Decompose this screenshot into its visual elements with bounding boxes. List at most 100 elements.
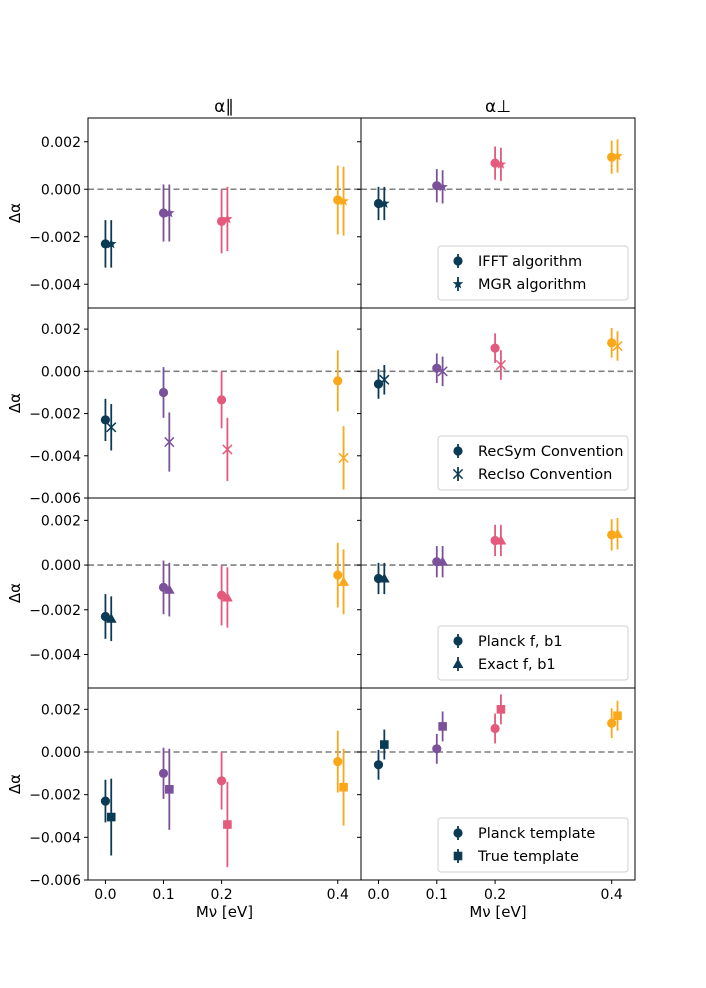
y-tick-label: 0.002	[41, 513, 81, 529]
y-tick-label: 0.002	[41, 322, 81, 338]
data-point-s2-p4	[338, 452, 349, 464]
data-point-s2-p1	[378, 573, 390, 583]
data-point-s1-p1	[100, 239, 111, 249]
legend: RecSym Convention RecIso Convention	[437, 435, 629, 491]
legend: IFFT algorithm MGR algorithm	[437, 245, 629, 301]
data-point-s1-p4	[333, 757, 343, 767]
x-tick-label: 0.2	[210, 887, 232, 903]
data-point-s2-p3	[222, 213, 233, 224]
data-point-s2-p4	[339, 782, 348, 792]
legend-label-2: RecIso Convention	[478, 467, 612, 483]
legend-label-2: Exact f, b1	[478, 657, 556, 673]
data-point-s2-p3	[495, 359, 507, 371]
legend-marker-2	[452, 278, 464, 289]
panel-r2-c1: −0.006 −0.004 −0.002 0.000 0.002 Δα	[6, 307, 362, 507]
data-point-s2-p3	[495, 158, 507, 169]
y-tick-label: 0.000	[41, 558, 81, 574]
data-point-s2-p3	[495, 535, 507, 545]
panel-r1-c2: IFFT algorithm MGR algorithm	[357, 117, 636, 309]
y-axis-label: Δα	[6, 583, 24, 603]
data-point-s1-p3	[216, 776, 227, 786]
y-tick-label: 0.000	[41, 182, 81, 198]
y-tick-label: 0.000	[41, 364, 81, 380]
legend-marker-1	[453, 828, 463, 838]
y-tick-label: −0.002	[29, 230, 81, 246]
y-axis-label: Δα	[6, 774, 24, 794]
y-tick-label: −0.002	[29, 407, 81, 423]
legend-box	[437, 817, 629, 873]
legend-marker-2	[453, 851, 463, 861]
panel-frame	[360, 687, 636, 881]
data-point-s1-p1	[373, 760, 384, 770]
data-point-s1-p1	[100, 415, 111, 425]
column-title-perpendicular: α⊥	[485, 97, 511, 117]
data-point-s1-p2	[432, 744, 442, 754]
legend-box	[437, 245, 629, 301]
data-point-s1-p2	[158, 387, 169, 398]
data-point-s2-p4	[338, 195, 349, 206]
data-point-s2-p1	[105, 238, 117, 249]
x-tick-label: 0.1	[426, 887, 448, 903]
data-point-s2-p2	[437, 181, 448, 192]
legend-box	[437, 435, 629, 491]
data-point-s2-p3	[222, 444, 233, 455]
panel-r4-c2: 0.0 0.1 0.2 0.4 Mν [eV] Planck template True t…	[357, 687, 636, 921]
data-point-s2-p2	[438, 722, 447, 731]
data-point-s1-p4	[607, 152, 617, 162]
data-point-s1-p4	[333, 376, 343, 386]
data-point-s1-p3	[490, 343, 500, 353]
data-point-s2-p1	[378, 197, 390, 209]
data-point-s2-p3	[222, 592, 233, 602]
y-tick-label: −0.006	[29, 491, 81, 507]
data-point-s1-p2	[432, 181, 442, 191]
legend-marker-1	[453, 256, 463, 266]
data-point-s2-p2	[437, 556, 449, 566]
panel-frame	[87, 117, 362, 309]
data-point-s1-p1	[100, 796, 111, 806]
y-tick-label: −0.006	[29, 873, 81, 889]
data-point-s2-p1	[105, 613, 117, 623]
data-point-s2-p3	[223, 820, 232, 829]
data-point-s2-p4	[338, 576, 349, 586]
legend-box	[437, 625, 629, 681]
data-point-s2-p4	[612, 150, 623, 161]
data-point-s2-p1	[106, 422, 117, 433]
x-tick-label: 0.2	[484, 887, 506, 903]
legend-label-2: MGR algorithm	[478, 277, 586, 293]
plot-area: −0.004 −0.002 0.000 0.002 Δα IFFT algorithm MG…	[6, 117, 636, 921]
legend: Planck f, b1 Exact f, b1	[437, 625, 629, 681]
y-tick-label: −0.002	[29, 603, 81, 619]
data-point-s1-p3	[490, 158, 500, 168]
panel-r4-c1: −0.006 −0.004 −0.002 0.000 0.002 Δα 0.0 0.1 0.2 0…	[6, 687, 362, 921]
legend-marker-1	[453, 636, 463, 646]
data-point-s2-p2	[164, 436, 175, 448]
x-tick-label: 0.4	[327, 887, 349, 903]
y-tick-label: −0.004	[29, 449, 81, 465]
panel-r3-c1: −0.004 −0.002 0.000 0.002 Δα	[6, 497, 362, 689]
y-tick-label: −0.004	[29, 277, 81, 293]
legend-label-1: Planck template	[478, 826, 595, 842]
data-point-s1-p4	[333, 195, 343, 205]
legend-marker-1	[453, 446, 463, 456]
x-axis-label: Mν [eV]	[196, 903, 253, 921]
y-axis-label: Δα	[6, 203, 24, 223]
data-point-s1-p1	[373, 379, 384, 389]
data-point-s2-p1	[380, 740, 389, 749]
data-point-s1-p1	[373, 198, 384, 209]
y-tick-label: −0.004	[29, 647, 81, 663]
x-tick-label: 0.0	[367, 887, 389, 903]
x-tick-label: 0.0	[94, 887, 116, 903]
data-point-s1-p2	[158, 768, 169, 778]
data-point-s2-p2	[165, 785, 174, 794]
data-point-s1-p2	[158, 208, 169, 218]
data-point-s2-p4	[612, 528, 623, 538]
y-tick-label: 0.002	[41, 702, 81, 718]
data-point-s1-p3	[490, 723, 500, 734]
data-point-s1-p4	[607, 718, 617, 728]
x-tick-label: 0.1	[152, 887, 174, 903]
legend-label-2: True template	[477, 849, 579, 865]
data-point-s2-p2	[437, 366, 448, 377]
legend-label-1: RecSym Convention	[478, 444, 624, 460]
data-point-s1-p3	[216, 216, 227, 226]
